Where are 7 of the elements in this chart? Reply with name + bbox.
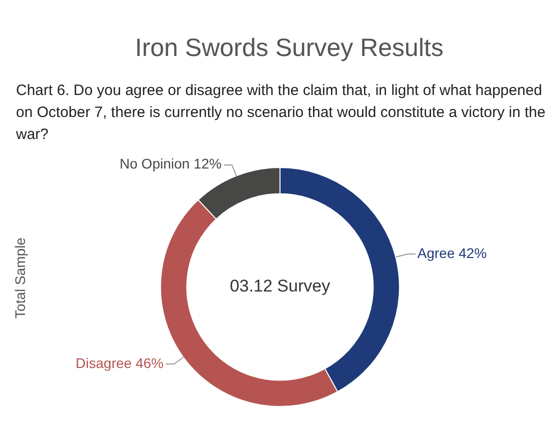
text: 03.12 Survey (230, 276, 331, 296)
text: Total Sample (12, 236, 28, 320)
slice-label: Agree 42% (417, 245, 487, 262)
slice-label: No Opinion 12% (120, 156, 222, 172)
chart-subtitle: Chart 6. Do you agree or disagree with the claim that, in light of what happened on October 7, there is currently no scenario that would constitute a victory in the war? (16, 81, 546, 145)
chart-title: Iron Swords Survey Results (135, 34, 444, 63)
slice-label: Disagree 46% (76, 355, 164, 372)
